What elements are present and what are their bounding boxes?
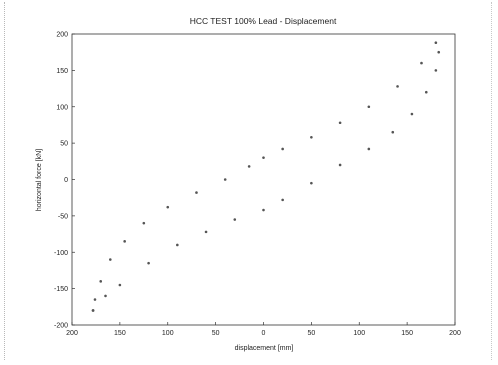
data-point	[204, 230, 208, 234]
data-point	[310, 136, 313, 139]
data-points	[91, 41, 441, 312]
y-tick-label: 50	[60, 141, 68, 148]
y-axis-ticks: 200 150 100 50 0 -50 -100 -150 -200	[54, 32, 75, 330]
data-point	[247, 165, 251, 168]
data-point	[437, 50, 441, 54]
y-tick-label: -200	[54, 323, 68, 330]
data-point	[410, 112, 414, 116]
y-axis-label: horizontal force [kN]	[36, 149, 43, 211]
chart-title: HCC TEST 100% Lead - Displacement	[190, 16, 337, 26]
y-tick-label: -150	[54, 286, 68, 293]
plot-frame	[71, 33, 456, 326]
scan-border	[4, 2, 492, 360]
x-tick-label: 150	[401, 330, 413, 337]
data-point	[434, 69, 438, 72]
data-point	[281, 147, 284, 151]
x-tick-label: 200	[66, 330, 78, 337]
y-tick-label: 0	[64, 177, 68, 184]
data-point	[424, 90, 428, 94]
data-point	[396, 85, 399, 88]
data-point	[99, 280, 103, 283]
data-point	[367, 147, 371, 151]
data-point	[262, 208, 265, 212]
data-point	[176, 243, 179, 247]
data-point	[338, 163, 342, 167]
y-tick-label: 200	[56, 32, 68, 39]
data-point	[109, 258, 112, 261]
x-tick-label: 0	[262, 330, 266, 337]
data-point	[93, 298, 97, 301]
x-axis-label: displacement [mm]	[235, 345, 294, 352]
data-point	[367, 105, 371, 109]
data-point	[310, 181, 313, 185]
y-tick-label: -100	[54, 250, 68, 257]
data-point	[123, 240, 126, 243]
data-point	[118, 283, 122, 287]
data-point	[91, 309, 95, 312]
data-point	[223, 178, 227, 181]
data-point	[338, 121, 342, 125]
x-tick-label: 100	[353, 330, 365, 337]
data-point	[142, 221, 146, 225]
y-tick-label: 150	[56, 68, 68, 75]
data-point	[147, 261, 150, 265]
x-tick-label: 50	[212, 330, 220, 337]
data-point	[166, 205, 170, 209]
x-tick-label: 100	[162, 330, 174, 337]
data-point	[233, 218, 237, 221]
data-point	[420, 61, 423, 65]
data-point	[391, 130, 395, 134]
x-axis-ticks: 200 150 100 50 0 50 100 150 200	[66, 322, 461, 337]
y-tick-label: -50	[58, 213, 68, 220]
x-tick-label: 50	[307, 330, 315, 337]
data-point	[262, 156, 265, 159]
data-point	[434, 41, 438, 45]
data-point	[281, 198, 284, 202]
x-tick-label: 150	[114, 330, 126, 337]
y-tick-label: 100	[56, 104, 68, 111]
x-tick-label: 200	[449, 330, 461, 337]
data-point	[104, 294, 107, 298]
data-point	[195, 191, 198, 194]
